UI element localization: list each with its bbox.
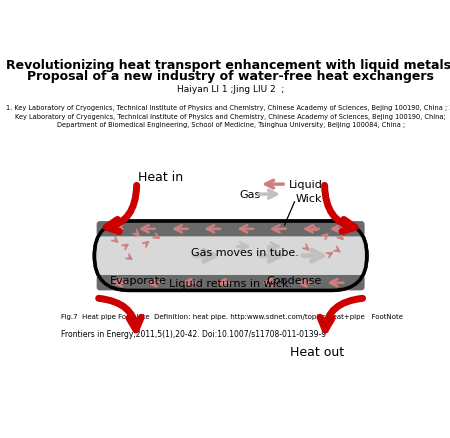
Text: Frontiers in Energy,2011,5(1),20-42. Doi:10.1007/s11708-011-0139-9: Frontiers in Energy,2011,5(1),20-42. Doi… (61, 329, 326, 338)
Text: Fig.7  Heat pipe FootNote  Definition: heat pipe. http:www.sdnet.com/topics/heat: Fig.7 Heat pipe FootNote Definition: hea… (61, 314, 403, 320)
FancyBboxPatch shape (97, 276, 365, 291)
FancyBboxPatch shape (97, 222, 365, 237)
Text: Heat out: Heat out (290, 346, 344, 359)
Text: Gas: Gas (239, 190, 261, 200)
Text: Revolutionizing heat transport enhancement with liquid metals:: Revolutionizing heat transport enhanceme… (5, 59, 450, 72)
FancyBboxPatch shape (94, 222, 367, 291)
Text: Wick: Wick (296, 194, 323, 204)
Text: Proposal of a new industry of water-free heat exchangers: Proposal of a new industry of water-free… (27, 70, 434, 82)
Text: Department of Biomedical Engineering, School of Medicine, Tsinghua University, B: Department of Biomedical Engineering, Sc… (57, 122, 405, 128)
Text: Key Laboratory of Cryogenics, Technical Institute of Physics and Chemistry, Chin: Key Laboratory of Cryogenics, Technical … (15, 113, 446, 119)
FancyBboxPatch shape (97, 237, 365, 276)
Text: 1. Key Laboratory of Cryogenics, Technical Institute of Physics and Chemistry, C: 1. Key Laboratory of Cryogenics, Technic… (6, 105, 450, 111)
Text: Condense: Condense (267, 275, 322, 285)
Text: Liquid returns in wick.: Liquid returns in wick. (169, 278, 292, 288)
Text: Liquid: Liquid (288, 180, 322, 190)
Text: Gas moves in tube.: Gas moves in tube. (191, 247, 298, 257)
Text: Evaporate: Evaporate (110, 275, 167, 285)
Text: Heat in: Heat in (138, 170, 183, 184)
Text: Haiyan LI 1 ;Jing LIU 2  ;: Haiyan LI 1 ;Jing LIU 2 ; (177, 85, 284, 94)
